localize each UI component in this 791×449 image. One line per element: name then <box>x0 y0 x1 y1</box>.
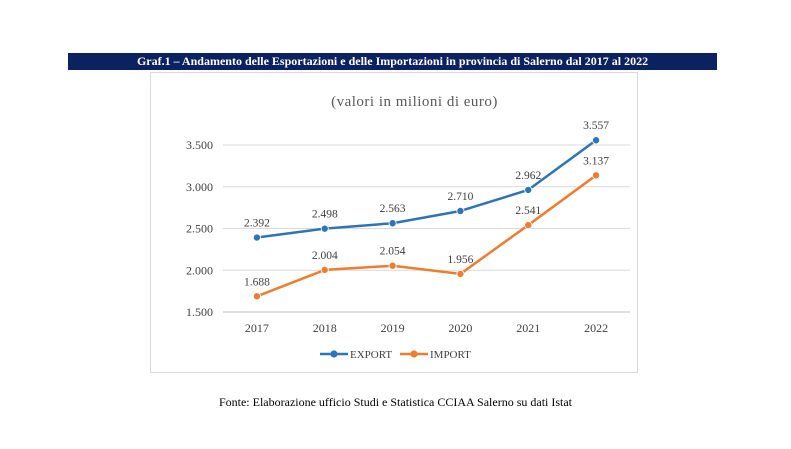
data-label-export: 3.557 <box>583 120 609 132</box>
data-label-import: 2.004 <box>312 250 338 262</box>
data-label-import: 2.054 <box>380 246 406 258</box>
series-line-export <box>255 138 598 239</box>
data-label-import: 3.137 <box>583 155 609 167</box>
x-tick-label: 2019 <box>381 321 405 335</box>
x-tick-label: 2020 <box>448 321 472 335</box>
series-line-import <box>255 174 598 298</box>
y-tick-label: 1.500 <box>186 305 213 319</box>
data-point-export <box>252 233 261 242</box>
figure-title: Graf.1 – Andamento delle Esportazioni e … <box>68 53 717 70</box>
data-point-export <box>592 136 601 145</box>
legend-marker-import <box>410 350 418 358</box>
x-tick-label: 2018 <box>313 321 337 335</box>
data-label-import: 1.688 <box>244 276 270 288</box>
y-tick-label: 3.000 <box>186 180 213 194</box>
data-label-export: 2.392 <box>244 218 270 230</box>
data-label-export: 2.563 <box>380 203 406 215</box>
y-tick-label: 3.500 <box>186 138 213 152</box>
data-label-import: 2.541 <box>515 205 541 217</box>
data-label-export: 2.962 <box>515 170 541 182</box>
data-point-import <box>320 265 329 274</box>
legend-label-import: IMPORT <box>430 349 471 361</box>
data-point-import <box>456 269 465 278</box>
data-point-export <box>524 185 533 194</box>
x-tick-label: 2022 <box>584 321 608 335</box>
x-tick-label: 2017 <box>245 321 269 335</box>
data-point-import <box>592 171 601 180</box>
data-label-export: 2.498 <box>312 209 338 221</box>
data-point-import <box>388 261 397 270</box>
y-tick-label: 2.500 <box>186 222 213 236</box>
data-point-export <box>320 224 329 233</box>
y-tick-label: 2.000 <box>186 263 213 277</box>
data-point-import <box>252 292 261 301</box>
source-note: Fonte: Elaborazione ufficio Studi e Stat… <box>218 395 573 409</box>
data-label-export: 2.710 <box>447 191 473 203</box>
legend-label-export: EXPORT <box>350 349 392 361</box>
data-point-import <box>524 221 533 230</box>
x-tick-label: 2021 <box>516 321 540 335</box>
data-label-import: 1.956 <box>447 254 473 266</box>
data-point-export <box>456 206 465 215</box>
legend-marker-export <box>330 350 338 358</box>
data-point-export <box>388 219 397 228</box>
chart-subtitle: (valori in milioni di euro) <box>331 94 498 110</box>
